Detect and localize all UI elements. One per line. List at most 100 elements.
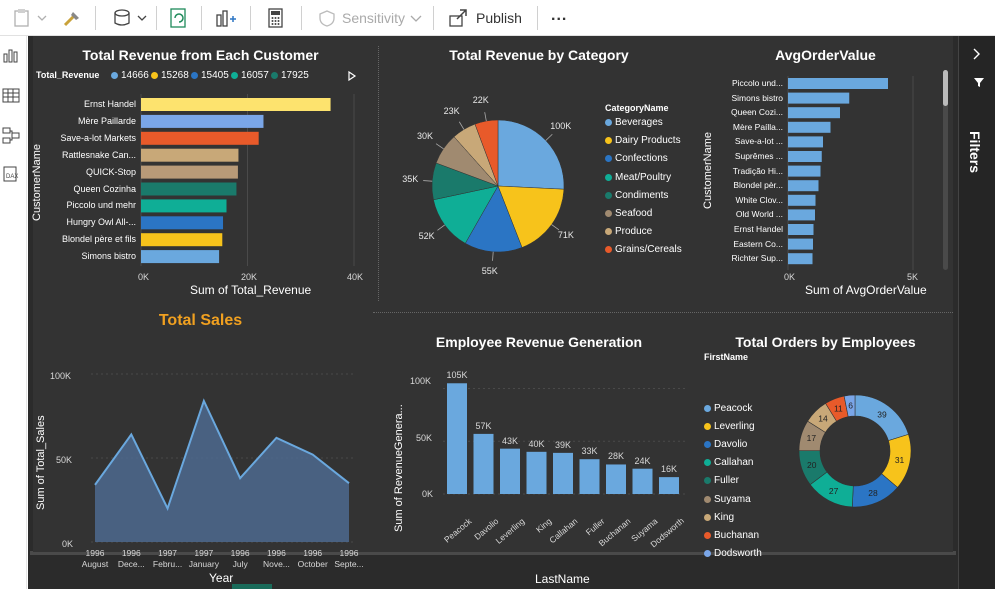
pie-slice[interactable] [497,119,565,190]
legend-item[interactable]: Suyama [704,494,751,505]
bar[interactable] [788,136,823,148]
series-line[interactable] [94,398,350,512]
bar[interactable] [788,224,814,235]
publish-icon [449,9,467,27]
column-bar[interactable] [447,383,467,494]
revenue-by-category-visual[interactable]: Total Revenue by Category CategoryName B… [383,36,713,306]
legend-marker [704,513,711,521]
total-sales-visual[interactable]: Total Sales 100K 50K 0K Sum of Total_Sal… [33,306,373,585]
legend-next-icon[interactable] [347,70,357,82]
filters-label: Filters [967,131,983,174]
bar[interactable] [788,78,888,89]
legend-item[interactable]: Leverling [704,421,755,432]
donut-slice[interactable] [843,394,856,418]
column-bar[interactable] [632,468,653,494]
bar[interactable] [788,253,813,265]
calculation-button[interactable] [266,4,286,32]
legend-item[interactable]: Meat/Poultry [605,172,671,183]
legend-item[interactable]: 17925 [271,70,309,81]
filters-pane[interactable]: Filters [958,36,995,589]
y-axis-title: Sum of RevenueGenera... [393,404,405,532]
employee-revenue-visual[interactable]: Employee Revenue Generation 100K 50K 0K … [383,306,703,586]
column-bar[interactable] [553,452,573,494]
legend-label: Davolio [714,439,748,451]
toolbar-divider [301,6,302,30]
pie-slice[interactable] [474,119,499,187]
chevron-right-icon[interactable] [971,48,983,60]
x-tick-year: 1996 [339,548,359,558]
bar[interactable] [141,114,264,128]
dax-query-icon[interactable]: DAX [2,164,22,184]
column-bar[interactable] [659,477,679,494]
column-bar[interactable] [606,464,626,494]
bar[interactable] [141,98,331,111]
bar[interactable] [141,165,238,179]
legend-item[interactable]: Peacock [704,403,752,414]
bar[interactable] [788,238,813,250]
legend-item[interactable]: Callahan [704,457,753,468]
refresh-button[interactable] [168,4,190,32]
report-view-icon[interactable] [2,46,22,66]
data-label: 30K [416,131,433,142]
paste-button[interactable] [14,4,48,32]
pie-slice[interactable] [433,185,499,244]
bar[interactable] [141,182,237,196]
visual-title: AvgOrderValue [775,47,876,63]
bar[interactable] [141,250,220,264]
visual-separator [373,312,953,313]
revenue-by-customer-visual[interactable]: Total Revenue from Each Customer Total_R… [31,36,373,306]
orders-by-employee-visual[interactable]: Total Orders by Employees FirstName Peac… [698,306,953,559]
scrollbar-track[interactable] [943,70,948,270]
legend-item[interactable]: Seafood [605,208,652,219]
visual-title: Total Sales [158,312,243,329]
scrollbar-thumb[interactable] [943,70,948,106]
bar[interactable] [788,107,840,119]
publish-button[interactable]: Publish [448,4,522,32]
column-bar[interactable] [579,459,600,494]
table-view-icon[interactable] [2,86,22,106]
bar[interactable] [788,151,822,162]
column-bar[interactable] [526,451,547,494]
more-options-button[interactable]: ... [551,7,568,24]
legend-item[interactable]: Buchanan [704,530,759,541]
bar[interactable] [141,216,224,230]
new-visual-button[interactable] [214,4,236,32]
visual-separator [378,46,379,301]
sensitivity-button[interactable]: Sensitivity [316,4,423,32]
bar[interactable] [141,233,223,247]
legend-item[interactable]: Grains/Cereals [605,244,682,255]
bar[interactable] [788,165,821,177]
bar[interactable] [788,92,850,104]
legend-item[interactable]: 15268 [151,70,189,81]
legend-marker [151,72,158,79]
legend-item[interactable]: Dodsworth [704,548,762,559]
legend-item[interactable]: Fuller [704,475,739,486]
bar[interactable] [788,194,816,206]
bar[interactable] [141,148,239,162]
legend-item[interactable]: Condiments [605,190,668,201]
legend-label: 14666 [121,70,149,81]
format-painter-button[interactable] [62,4,82,32]
avg-order-value-visual[interactable]: AvgOrderValue CustomerName Piccolo und..… [698,36,953,306]
bar[interactable] [141,199,227,213]
bar[interactable] [788,180,819,192]
legend-label: 17925 [281,70,309,81]
legend-item[interactable]: 14666 [111,70,149,81]
legend-item[interactable]: Davolio [704,439,747,450]
bar[interactable] [788,209,815,221]
legend-item[interactable]: Confections [605,153,668,164]
column-bar[interactable] [500,448,520,494]
active-page-tab[interactable] [232,584,272,589]
bar[interactable] [788,121,831,133]
legend-item[interactable]: 15405 [191,70,229,81]
legend-item[interactable]: King [704,512,734,523]
legend-item[interactable]: Dairy Products [605,135,681,146]
model-view-icon[interactable] [2,126,22,146]
bar[interactable] [141,131,259,145]
legend-item[interactable]: Produce [605,226,652,237]
legend-item[interactable]: Beverages [605,117,663,128]
column-bar[interactable] [473,433,494,494]
pie-slice[interactable] [464,185,523,253]
data-source-button[interactable] [112,4,148,32]
legend-item[interactable]: 16057 [231,70,269,81]
